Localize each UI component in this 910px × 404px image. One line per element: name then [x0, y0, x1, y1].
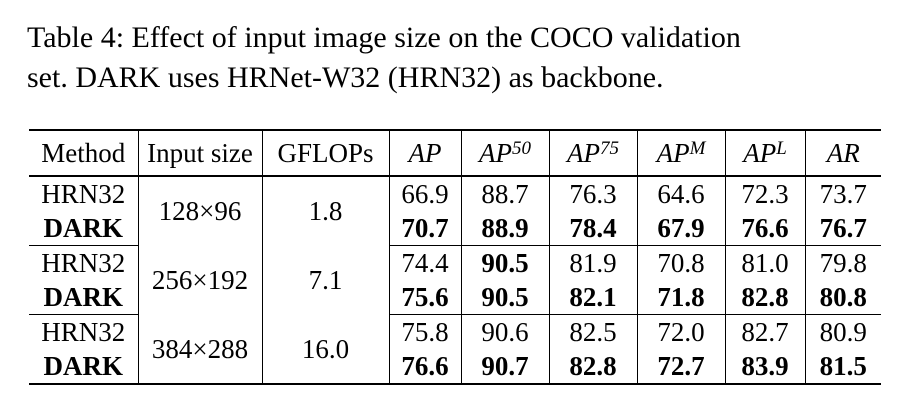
- caption-line-1: Table 4: Effect of input image size on t…: [27, 21, 741, 54]
- cell-ap: 75.8: [388, 314, 461, 349]
- header-ap75-sup: 75: [600, 138, 619, 159]
- header-ap75-base: AP: [567, 138, 600, 168]
- cell-apl: 83.9: [724, 349, 805, 385]
- cell-ar: 80.8: [804, 280, 881, 315]
- cell-ap: 70.7: [388, 211, 461, 246]
- cell-ap75: 82.8: [548, 349, 637, 385]
- results-table: Method Input size GFLOPs AP AP50 AP75 AP…: [29, 129, 881, 385]
- header-ap50-sup: 50: [512, 138, 531, 159]
- table-caption: Table 4: Effect of input image size on t…: [27, 18, 897, 98]
- cell-ap50: 90.6: [460, 314, 549, 349]
- cell-apm: 70.8: [636, 245, 725, 280]
- table-row: HRN32 128×96 1.8 66.9 88.7 76.3 64.6 72.…: [29, 176, 881, 246]
- cell-apl: 82.7: [724, 314, 805, 349]
- cell-apm: 72.7: [636, 349, 725, 385]
- cell-apl: 81.0: [724, 245, 805, 280]
- header-ap50: AP50: [460, 129, 549, 177]
- cell-input-size: 256×192: [137, 245, 262, 315]
- header-apl-sup: L: [776, 138, 787, 159]
- cell-ar: 76.7: [804, 211, 881, 246]
- header-ap50-base: AP: [479, 138, 512, 168]
- cell-ap50: 90.7: [460, 349, 549, 385]
- cell-method: DARK: [29, 349, 138, 385]
- header-apl: APL: [724, 129, 805, 177]
- table-row: HRN32 384×288 16.0 75.8 90.6 82.5 72.0 8…: [29, 314, 881, 385]
- cell-method: DARK: [29, 211, 138, 246]
- cell-ap50: 90.5: [460, 245, 549, 280]
- header-gflops: GFLOPs: [261, 129, 389, 177]
- cell-method: HRN32: [41, 317, 126, 347]
- cell-apl: 76.6: [724, 211, 805, 246]
- caption-line-2: set. DARK uses HRNet-W32 (HRN32) as back…: [27, 61, 664, 94]
- cell-ap75: 76.3: [548, 176, 637, 211]
- table-row: DARK 76.6 90.7 82.8 72.7 83.9 81.5: [29, 349, 881, 385]
- header-apm: APM: [636, 129, 725, 177]
- header-method: Method: [29, 129, 138, 177]
- table-row: DARK 70.7 88.9 78.4 67.9 76.6 76.7: [29, 211, 881, 246]
- cell-apm: 71.8: [636, 280, 725, 315]
- cell-ap50: 88.9: [460, 211, 549, 246]
- cell-gflops: 1.8: [261, 176, 389, 246]
- cell-gflops: 7.1: [261, 245, 389, 315]
- cell-ap75: 82.1: [548, 280, 637, 315]
- header-ap: AP: [388, 129, 461, 177]
- cell-ap50: 88.7: [460, 176, 549, 211]
- cell-method: HRN32: [41, 179, 126, 209]
- header-apl-base: AP: [743, 138, 777, 168]
- cell-gflops: 16.0: [261, 314, 389, 385]
- header-ar: AR: [804, 129, 881, 177]
- header-row: Method Input size GFLOPs AP AP50 AP75 AP…: [29, 129, 881, 177]
- header-apm-sup: M: [689, 138, 706, 159]
- cell-ap75: 82.5: [548, 314, 637, 349]
- header-input-size: Input size: [137, 129, 262, 177]
- cell-ar: 79.8: [804, 245, 881, 280]
- table-row: HRN32 256×192 7.1 74.4 90.5 81.9 70.8 81…: [29, 245, 881, 315]
- cell-ap75: 78.4: [548, 211, 637, 246]
- cell-ar: 81.5: [804, 349, 881, 385]
- cell-ap: 76.6: [388, 349, 461, 385]
- cell-ap75: 81.9: [548, 245, 637, 280]
- cell-apm: 64.6: [636, 176, 725, 211]
- cell-apl: 72.3: [724, 176, 805, 211]
- cell-ap50: 90.5: [460, 280, 549, 315]
- cell-input-size: 384×288: [137, 314, 262, 385]
- header-ap75: AP75: [548, 129, 637, 177]
- header-apm-base: AP: [656, 138, 690, 168]
- cell-apm: 67.9: [636, 211, 725, 246]
- cell-input-size: 128×96: [137, 176, 262, 246]
- cell-ap: 75.6: [388, 280, 461, 315]
- cell-ar: 80.9: [804, 314, 881, 349]
- cell-ap: 66.9: [388, 176, 461, 211]
- cell-ap: 74.4: [388, 245, 461, 280]
- cell-method: HRN32: [41, 248, 126, 278]
- table-row: DARK 75.6 90.5 82.1 71.8 82.8 80.8: [29, 280, 881, 315]
- cell-method: DARK: [29, 280, 138, 315]
- cell-apl: 82.8: [724, 280, 805, 315]
- cell-apm: 72.0: [636, 314, 725, 349]
- cell-ar: 73.7: [804, 176, 881, 211]
